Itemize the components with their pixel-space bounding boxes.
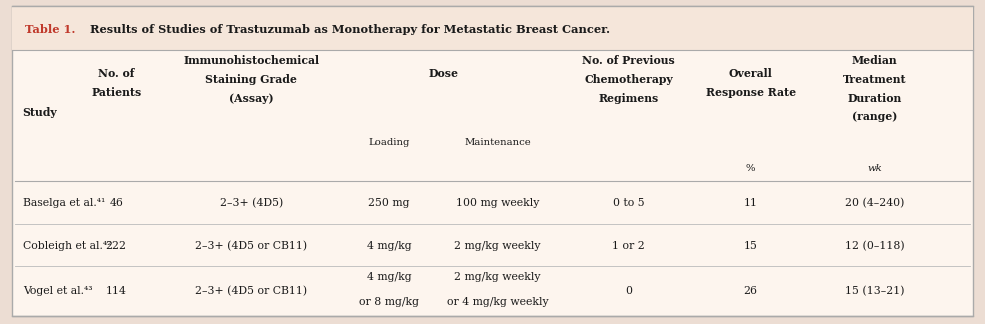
Text: Treatment: Treatment — [843, 74, 906, 85]
Text: 46: 46 — [109, 198, 123, 208]
Text: 2–3+ (4D5 or CB11): 2–3+ (4D5 or CB11) — [195, 241, 307, 251]
Text: Dose: Dose — [428, 68, 458, 79]
Text: or 8 mg/kg: or 8 mg/kg — [360, 297, 419, 307]
Text: Patients: Patients — [91, 87, 142, 98]
Text: Cobleigh et al.⁴²: Cobleigh et al.⁴² — [23, 241, 111, 251]
Text: Duration: Duration — [847, 93, 902, 104]
Text: Table 1.: Table 1. — [25, 24, 75, 35]
Text: wk: wk — [868, 164, 882, 173]
Text: Baselga et al.⁴¹: Baselga et al.⁴¹ — [23, 198, 105, 208]
Text: Loading: Loading — [368, 138, 410, 147]
Text: or 4 mg/kg weekly: or 4 mg/kg weekly — [446, 297, 549, 307]
Text: 11: 11 — [744, 198, 757, 208]
Text: Median: Median — [852, 55, 897, 66]
Text: Regimens: Regimens — [598, 93, 659, 104]
Text: 15 (13–21): 15 (13–21) — [845, 286, 904, 296]
Text: No. of Previous: No. of Previous — [582, 55, 675, 66]
Text: 100 mg weekly: 100 mg weekly — [456, 198, 539, 208]
Text: Immunohistochemical: Immunohistochemical — [183, 55, 319, 66]
Text: 114: 114 — [105, 286, 127, 296]
Text: Staining Grade: Staining Grade — [205, 74, 297, 85]
Text: 20 (4–240): 20 (4–240) — [845, 198, 904, 208]
Text: Results of Studies of Trastuzumab as Monotherapy for Metastatic Breast Cancer.: Results of Studies of Trastuzumab as Mon… — [86, 24, 610, 35]
Text: 250 mg: 250 mg — [368, 198, 410, 208]
Text: 2 mg/kg weekly: 2 mg/kg weekly — [454, 241, 541, 251]
Text: 2–3+ (4D5 or CB11): 2–3+ (4D5 or CB11) — [195, 286, 307, 296]
Text: 1 or 2: 1 or 2 — [612, 241, 645, 251]
Text: Vogel et al.⁴³: Vogel et al.⁴³ — [23, 286, 93, 296]
Text: 4 mg/kg: 4 mg/kg — [366, 241, 412, 251]
Text: 0 to 5: 0 to 5 — [613, 198, 644, 208]
Text: 15: 15 — [744, 241, 757, 251]
Text: 2–3+ (4D5): 2–3+ (4D5) — [220, 198, 283, 208]
Bar — [12, 6, 973, 50]
Text: 26: 26 — [744, 286, 757, 296]
Text: Study: Study — [23, 107, 57, 118]
Text: (range): (range) — [852, 111, 897, 122]
Text: Overall: Overall — [729, 68, 772, 79]
Text: 4 mg/kg: 4 mg/kg — [366, 272, 412, 282]
Text: 222: 222 — [105, 241, 127, 251]
Text: (Assay): (Assay) — [229, 93, 274, 104]
Text: Response Rate: Response Rate — [705, 87, 796, 98]
Text: 12 (0–118): 12 (0–118) — [845, 241, 904, 251]
Text: 0: 0 — [624, 286, 632, 296]
Text: No. of: No. of — [98, 68, 134, 79]
Text: Maintenance: Maintenance — [464, 138, 531, 147]
Text: %: % — [746, 164, 755, 173]
Text: 2 mg/kg weekly: 2 mg/kg weekly — [454, 272, 541, 282]
Text: Chemotherapy: Chemotherapy — [584, 74, 673, 85]
